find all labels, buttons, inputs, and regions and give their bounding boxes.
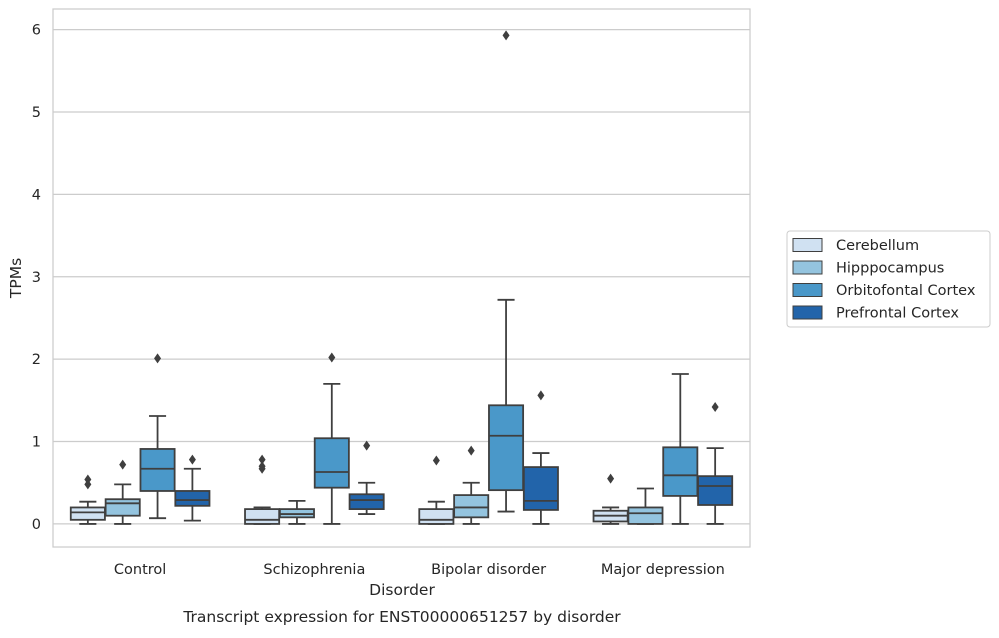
box: [522, 466, 559, 511]
x-tick-label: Major depression: [601, 562, 725, 578]
box: [104, 498, 141, 517]
outlier-point: [84, 474, 92, 485]
y-tick-label: 5: [32, 105, 41, 121]
y-axis-title: TPMs: [7, 258, 25, 299]
box: [348, 493, 385, 511]
x-tick-labels: Control Schizophrenia Bipolar disorder Majo…: [114, 562, 725, 578]
box-group: [697, 401, 734, 525]
plot-frame: [52, 8, 751, 548]
box-group: [453, 445, 490, 525]
box: [453, 494, 490, 519]
legend-swatch: [792, 305, 823, 320]
legend-frame: [786, 230, 991, 328]
outlier-point: [467, 445, 475, 456]
outlier-point: [502, 30, 510, 41]
outlier-point: [711, 401, 719, 412]
box: [313, 437, 350, 489]
x-axis-title: Disorder: [369, 581, 435, 599]
outlier-point: [432, 455, 440, 466]
box-group: [488, 30, 525, 513]
legend: Cerebellum Hipppocampus Orbitofontal Corte…: [786, 230, 991, 328]
y-tick-label: 6: [32, 23, 41, 39]
legend-swatch: [792, 238, 823, 252]
box-group: [662, 373, 699, 525]
chart-caption: Transcript expression for ENST0000065125…: [182, 608, 621, 626]
x-tick-label: Control: [114, 562, 166, 578]
outlier-point: [188, 454, 196, 465]
box-group: [313, 352, 350, 525]
box: [244, 508, 281, 525]
box: [418, 508, 455, 525]
box: [174, 490, 211, 507]
y-tick-label: 4: [32, 187, 41, 203]
box: [69, 506, 106, 521]
legend-label: Cerebellum: [836, 238, 919, 254]
box: [697, 475, 734, 506]
legend-label: Orbitofontal Cortex: [836, 283, 976, 299]
box-group: [244, 454, 281, 525]
box-group: [69, 474, 106, 525]
outlier-point: [258, 454, 266, 465]
outlier-point: [258, 461, 266, 472]
box-group: [174, 454, 211, 522]
outlier-point: [363, 440, 371, 451]
x-tick-label: Bipolar disorder: [431, 562, 546, 578]
legend-label: Prefrontal Cortex: [836, 306, 959, 322]
legend-swatch: [792, 260, 823, 275]
y-tick-label: 1: [32, 435, 41, 451]
box-group: [592, 473, 629, 525]
y-tick-label: 0: [32, 517, 41, 533]
outlier-point: [154, 353, 162, 364]
box: [662, 446, 699, 497]
outlier-point: [607, 473, 615, 484]
box: [139, 448, 176, 492]
y-tick-label: 2: [32, 352, 41, 368]
box-layer: [69, 30, 734, 525]
outlier-point: [119, 459, 127, 470]
box-group: [348, 440, 385, 515]
box-group: [278, 499, 315, 525]
box-group: [104, 459, 141, 525]
box-group: [139, 353, 176, 520]
grid-layer: [53, 28, 750, 525]
box-group: [627, 487, 664, 525]
outlier-point: [537, 390, 545, 401]
legend-label: Hipppocampus: [836, 261, 944, 277]
y-tick-label: 3: [32, 270, 41, 286]
outlier-point: [328, 352, 336, 363]
box-group: [522, 390, 559, 525]
legend-swatch: [792, 283, 823, 297]
x-tick-label: Schizophrenia: [263, 562, 365, 578]
box: [627, 506, 664, 525]
y-tick-labels: 0 1 2 3 4 5 6: [32, 23, 41, 533]
box: [488, 404, 525, 492]
box-group: [418, 455, 455, 525]
